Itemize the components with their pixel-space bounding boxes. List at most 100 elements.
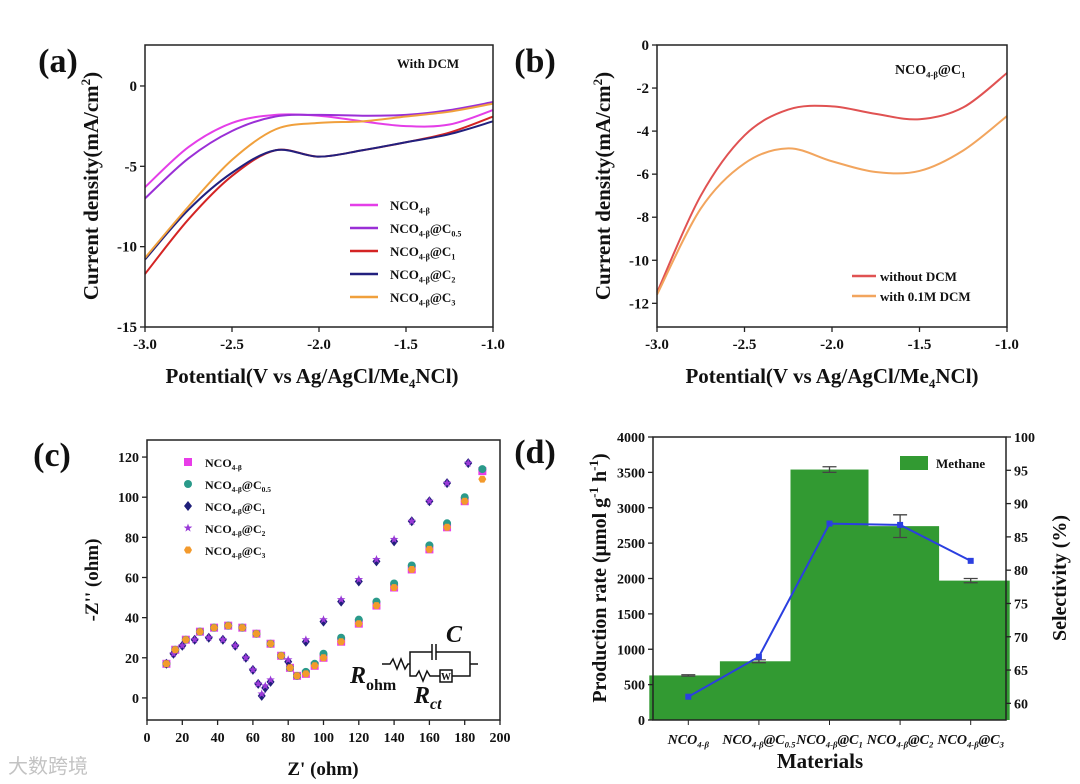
x-axis-label: Materials <box>777 749 863 773</box>
x-tick-label: 200 <box>490 731 511 746</box>
text-span: Potential(V vs Ag/AgCl/Me <box>165 364 408 388</box>
text-span: Current density(mA/cm <box>591 85 615 300</box>
text-span: NCO <box>390 267 419 282</box>
y-tick-label: 65 <box>1014 664 1028 679</box>
x-axis-label: Z' (ohm) <box>287 759 358 780</box>
y-tick-label: 85 <box>1014 531 1028 546</box>
y-tick-label: 0 <box>132 692 139 707</box>
text-span: Production rate (μmol g <box>589 498 611 703</box>
y-tick-label: 120 <box>118 451 139 466</box>
category-label: NCO4-β@C0.5 <box>721 733 796 750</box>
y-tick-label: 80 <box>1014 564 1028 579</box>
y2-axis-label: Selectivity (%) <box>1049 515 1071 641</box>
text-span: 4-β <box>232 551 242 560</box>
text-span: @C <box>242 522 262 536</box>
annotation-label: With DCM <box>397 56 459 71</box>
x-axis-label: Potential(V vs Ag/AgCl/Me4NCl) <box>685 364 978 391</box>
legend-label: NCO4-β@C1 <box>390 244 455 261</box>
category-label: NCO4-β <box>667 733 710 750</box>
y-tick-label: 20 <box>125 652 139 667</box>
data-point-star <box>190 635 199 644</box>
text-span: 4-β <box>419 275 430 284</box>
text-span: 4 <box>409 376 416 391</box>
y-tick-label: 1500 <box>617 608 645 623</box>
data-point-hexagon <box>425 545 434 553</box>
data-point-hexagon <box>301 670 310 678</box>
series-line <box>144 102 494 259</box>
y-tick-label: 3500 <box>617 466 645 481</box>
text-span: NCO <box>205 500 232 514</box>
data-point-star <box>283 655 293 664</box>
text-span: 0.5 <box>785 740 797 750</box>
x-tick-label: 0 <box>144 731 151 746</box>
panel-label-c: (c) <box>33 437 71 474</box>
text-span: 2 <box>928 740 934 750</box>
data-point-circle <box>184 480 192 488</box>
legend-label: NCO4-β@C3 <box>390 290 455 307</box>
data-point-hexagon <box>310 662 319 670</box>
data-point-hexagon <box>407 566 416 573</box>
x-tick-label: -1.0 <box>995 337 1019 353</box>
text-span: 2 <box>262 529 266 538</box>
x-tick-label: -1.5 <box>908 337 932 353</box>
text-span: 4-β <box>419 229 430 238</box>
text-span: 4-β <box>966 740 979 750</box>
data-point-star <box>178 641 187 650</box>
text-span: NCO <box>721 733 752 748</box>
plot-frame-b <box>656 44 1008 328</box>
y-axis-label: Current density(mA/cm2) <box>590 72 615 300</box>
x-tick-label: 60 <box>246 731 260 746</box>
resistor-ohm-label: Rohm <box>349 663 397 694</box>
text-span: R <box>413 683 430 709</box>
text-span: NCO <box>895 63 926 78</box>
category-label: NCO4-β@C2 <box>866 733 934 750</box>
circuit-wires <box>382 644 478 684</box>
data-point-star <box>372 554 381 564</box>
text-span: 4-β <box>825 740 838 750</box>
legend-swatch <box>900 456 928 470</box>
panel-c: (c) 0 20 40 60 80 100 120 140 160 180 200 0 20 40 60 80 1… <box>33 437 510 780</box>
text-span: 1 <box>451 252 455 261</box>
y-tick-label: 90 <box>1014 498 1028 513</box>
data-point-hexagon <box>224 622 233 630</box>
text-span: @C <box>430 221 451 236</box>
text-span: 1 <box>858 740 862 750</box>
data-point-star <box>354 575 364 584</box>
y-tick-label: 75 <box>1014 597 1028 612</box>
text-span: @C <box>430 267 451 282</box>
y-tick-label: 100 <box>1014 431 1035 446</box>
data-point-hexagon <box>293 672 301 680</box>
y-tick-label: 3000 <box>617 502 645 517</box>
y-tick-label: 0 <box>130 79 138 95</box>
data-point-diamond <box>184 501 192 511</box>
text-span: @C <box>837 733 859 748</box>
data-point-star <box>442 478 452 487</box>
text-span: NCO <box>390 290 419 305</box>
y-tick-label: -2 <box>637 81 650 97</box>
text-span: 0.5 <box>451 229 461 238</box>
panel-label-b: (b) <box>514 43 556 80</box>
data-point-star <box>336 595 346 604</box>
text-span: 4-β <box>419 252 430 261</box>
data-point-hexagon <box>354 620 363 628</box>
data-point-hexagon <box>195 628 204 636</box>
data-point-star <box>464 458 473 467</box>
resistor-ct-label: Rct <box>413 683 442 713</box>
x-tick-label: 40 <box>211 731 225 746</box>
data-point-hexagon <box>478 475 487 483</box>
y-tick-label: 1000 <box>617 643 645 658</box>
text-span: @C <box>242 500 262 514</box>
data-point-hexagon <box>319 654 328 662</box>
series-line <box>656 115 1008 296</box>
data-point-star <box>266 675 275 684</box>
legend-label: NCO4-β <box>390 198 430 215</box>
data-point-hexagon <box>171 646 180 654</box>
bar <box>719 661 798 720</box>
text-span: NCl) <box>935 364 978 388</box>
y-tick-label: 40 <box>125 612 139 627</box>
data-point-hexagon <box>443 523 452 531</box>
text-span: NCO <box>866 733 897 748</box>
text-span: ohm <box>366 677 397 694</box>
data-point-star <box>218 635 228 644</box>
